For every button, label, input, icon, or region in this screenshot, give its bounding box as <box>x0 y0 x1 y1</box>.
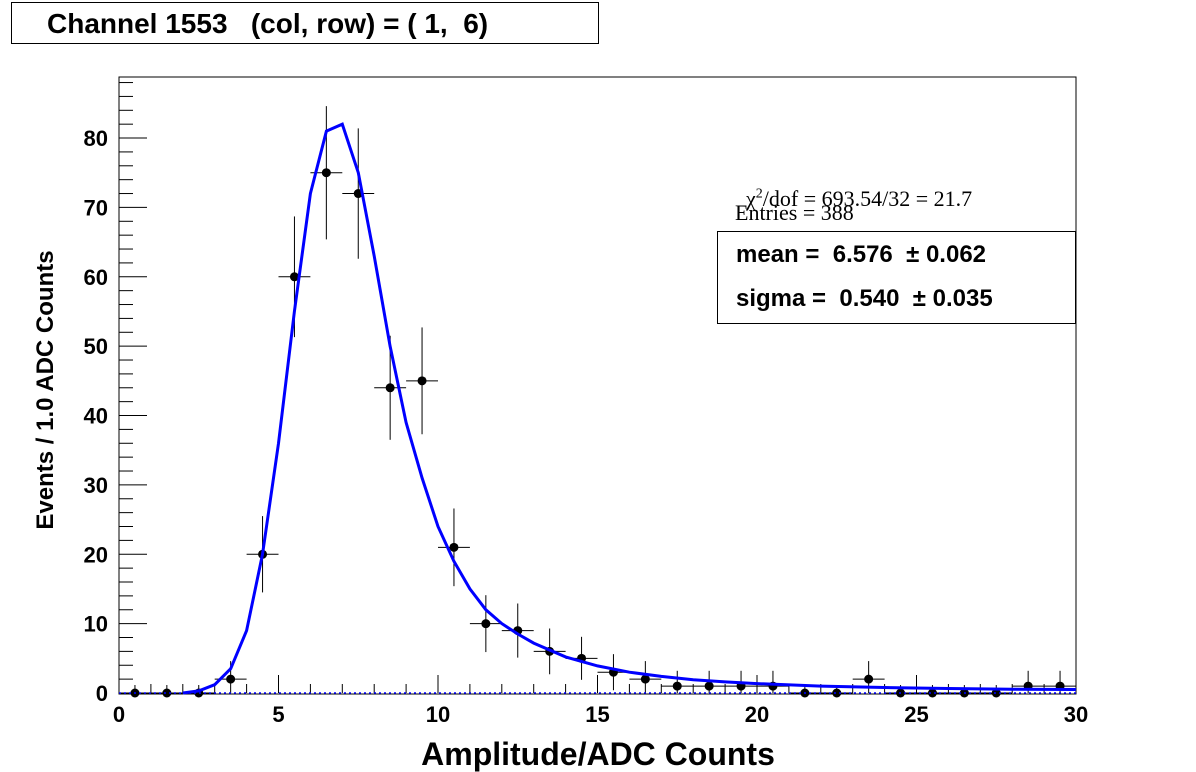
marker <box>449 542 459 552</box>
data-point <box>948 685 981 698</box>
data-point <box>980 685 1013 698</box>
y-tick-label: 40 <box>84 404 108 429</box>
fit-curve <box>182 122 1077 695</box>
y-tick-label: 10 <box>84 612 108 637</box>
y-tick-label: 60 <box>84 265 108 290</box>
data-point <box>661 670 694 693</box>
mean-label: mean = 6.576 ± 0.062 <box>736 241 987 268</box>
data-point <box>852 661 885 693</box>
y-axis: 0 10 20 30 40 50 60 70 80 <box>84 82 147 706</box>
data-point <box>119 685 151 698</box>
y-tick-label: 0 <box>96 681 108 706</box>
marker <box>321 168 331 178</box>
entries-label: Entries = 388 <box>735 200 854 225</box>
data-point <box>310 106 343 240</box>
x-tick-label: 15 <box>585 702 609 727</box>
x-tick-label: 10 <box>426 702 450 727</box>
marker <box>672 681 682 691</box>
y-tick-label: 80 <box>84 126 108 151</box>
x-tick-label: 25 <box>904 702 928 727</box>
data-point <box>214 661 247 693</box>
marker <box>226 674 236 684</box>
marker <box>864 674 874 684</box>
x-tick-label: 0 <box>113 702 125 727</box>
marker <box>385 383 395 393</box>
y-tick-label: 30 <box>84 473 108 498</box>
data-point <box>629 661 662 693</box>
data-point <box>406 327 438 435</box>
y-tick-label: 70 <box>84 195 108 220</box>
x-axis: 0 5 10 15 20 25 30 <box>113 675 1088 727</box>
data-point <box>342 128 375 259</box>
fit-results-box: mean = 6.576 ± 0.062 sigma = 0.540 ± 0.0… <box>717 231 1076 324</box>
y-tick-label: 20 <box>84 542 108 567</box>
x-tick-label: 20 <box>745 702 769 727</box>
data-point <box>150 685 183 698</box>
data-point <box>757 670 789 693</box>
y-tick-label: 50 <box>84 334 108 359</box>
data-point <box>820 685 853 698</box>
x-tick-label: 30 <box>1064 702 1088 727</box>
sigma-label: sigma = 0.540 ± 0.035 <box>736 285 993 312</box>
marker <box>927 688 937 698</box>
chi-symbol: χ <box>746 186 756 211</box>
marker <box>640 674 650 684</box>
data-point <box>501 603 534 658</box>
data-point <box>469 595 502 653</box>
x-axis-title: Amplitude/ADC Counts <box>421 736 775 772</box>
chart-title: Channel 1553 (col, row) = ( 1, 6) <box>11 2 599 44</box>
marker <box>162 688 172 698</box>
marker <box>481 619 491 629</box>
plot-frame <box>118 76 1077 695</box>
marker <box>289 272 299 282</box>
chi2-dof-value: /dof = 693.54/32 = 21.7 <box>762 186 973 211</box>
x-tick-label: 5 <box>272 702 284 727</box>
y-axis-title: Events / 1.0 ADC Counts <box>32 250 59 529</box>
marker <box>832 688 842 698</box>
chi2-dof-label: χ2/dof = 693.54/32 = 21.7 <box>735 160 972 212</box>
marker <box>417 376 427 386</box>
marker <box>991 688 1001 698</box>
data-point <box>438 508 470 587</box>
chi-superscript: 2 <box>755 186 763 202</box>
marker <box>704 681 714 691</box>
